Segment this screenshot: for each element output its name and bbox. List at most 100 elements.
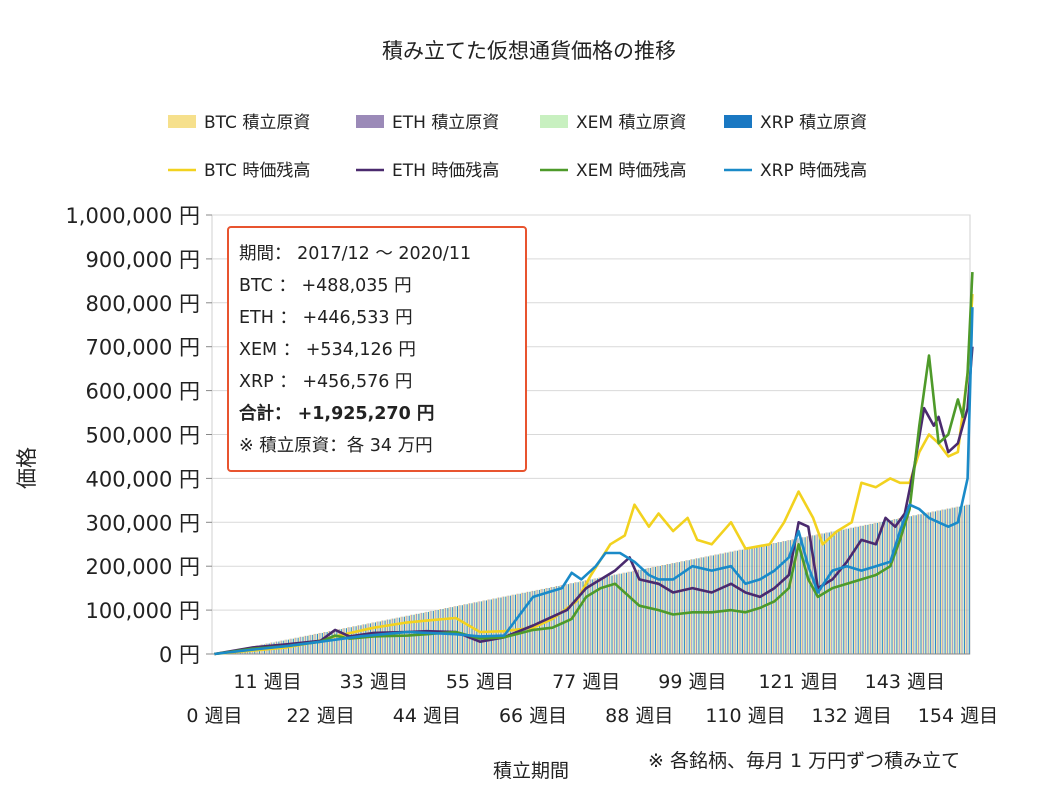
principal-bar <box>592 579 594 654</box>
principal-bar <box>528 591 530 654</box>
principal-bar <box>341 629 343 654</box>
principal-bar <box>884 521 886 654</box>
principal-bar <box>310 634 312 654</box>
principal-bar <box>345 628 347 654</box>
principal-bar <box>677 562 679 654</box>
principal-bar <box>312 634 314 654</box>
principal-bar <box>834 530 836 654</box>
principal-bar <box>813 535 815 654</box>
principal-bar <box>913 515 915 654</box>
principal-bar <box>961 505 963 654</box>
principal-bar <box>676 562 678 654</box>
principal-bar <box>576 582 578 654</box>
principal-bar <box>476 602 478 654</box>
principal-bar <box>737 550 739 654</box>
principal-bar <box>624 572 626 654</box>
principal-bar <box>492 598 494 654</box>
principal-bar <box>565 584 567 654</box>
principal-bar <box>769 543 771 654</box>
principal-bar <box>948 508 950 654</box>
principal-bar <box>785 541 787 654</box>
principal-bar <box>741 549 743 654</box>
principal-bar <box>500 597 502 654</box>
principal-bar <box>703 557 705 654</box>
principal-bar <box>597 578 599 654</box>
principal-bar <box>665 564 667 654</box>
principal-bar <box>606 576 608 654</box>
principal-bar <box>739 549 741 654</box>
principal-bar <box>366 623 368 654</box>
principal-bar <box>520 592 523 654</box>
principal-bar <box>868 523 870 654</box>
principal-bar <box>616 574 618 654</box>
xem-gain-text: XEM ： +534,126 円 <box>239 340 416 360</box>
x-tick-label: 0 週目 <box>186 705 242 727</box>
principal-bar <box>712 555 714 654</box>
principal-bar <box>487 599 489 654</box>
principal-bar <box>507 595 509 654</box>
principal-bar <box>519 593 521 654</box>
principal-bar <box>376 621 378 654</box>
principal-bar <box>628 571 630 654</box>
principal-bar <box>339 629 341 654</box>
principal-bar <box>863 524 865 654</box>
principal-bar <box>950 507 952 654</box>
principal-bar <box>768 543 770 654</box>
principal-bar <box>717 554 719 654</box>
principal-bar <box>453 606 455 654</box>
x-tick-label: 66 週目 <box>499 705 567 727</box>
principal-bar <box>323 631 325 654</box>
principal-bar <box>330 631 332 654</box>
principal-bar <box>702 557 704 654</box>
legend-swatch <box>168 115 196 128</box>
series-line <box>214 293 974 656</box>
principal-bar <box>450 607 452 654</box>
principal-bar <box>639 569 641 654</box>
principal-bar <box>617 573 619 654</box>
principal-bar <box>708 556 710 654</box>
principal-bar <box>621 573 623 654</box>
principal-bar <box>839 529 841 654</box>
principal-bar <box>662 565 664 654</box>
principal-bar <box>525 591 527 654</box>
principal-bar <box>461 605 463 654</box>
principal-bar <box>378 621 380 654</box>
principal-bar <box>960 505 962 654</box>
principal-bar <box>629 571 631 654</box>
principal-bar <box>522 592 524 654</box>
principal-bar <box>731 551 733 654</box>
principal-bar <box>372 622 374 654</box>
principal-bar <box>954 507 956 654</box>
principal-bar <box>693 559 695 654</box>
principal-bar <box>626 572 628 654</box>
principal-bar <box>582 581 584 654</box>
principal-bar <box>600 577 602 654</box>
principal-bar <box>927 512 929 654</box>
principal-bar <box>852 527 854 654</box>
principal-bar <box>595 578 597 654</box>
principal-bar <box>966 504 968 654</box>
principal-bar <box>909 516 911 654</box>
principal-bar <box>811 535 813 654</box>
principal-bar <box>718 553 720 654</box>
principal-bar <box>513 594 515 654</box>
principal-bar <box>843 529 845 654</box>
x-tick-label: 132 週目 <box>812 705 892 727</box>
principal-bar <box>883 521 885 654</box>
principal-bar <box>750 547 752 654</box>
principal-bar <box>338 629 340 654</box>
principal-bar <box>632 570 634 654</box>
principal-bar <box>577 582 579 654</box>
principal-bar <box>804 537 806 654</box>
principal-bar <box>552 587 554 654</box>
principal-bar <box>898 518 900 654</box>
principal-bar <box>682 561 684 654</box>
legend-swatch <box>356 115 384 128</box>
principal-bar <box>810 535 812 654</box>
x-tick-label: 143 週目 <box>865 671 945 693</box>
principal-bar <box>564 584 566 654</box>
principal-bar <box>715 554 717 654</box>
principal-bar <box>874 522 876 654</box>
x-tick-label: 99 週目 <box>658 671 726 693</box>
btc-gain-text: BTC ： +488,035 円 <box>239 276 412 296</box>
